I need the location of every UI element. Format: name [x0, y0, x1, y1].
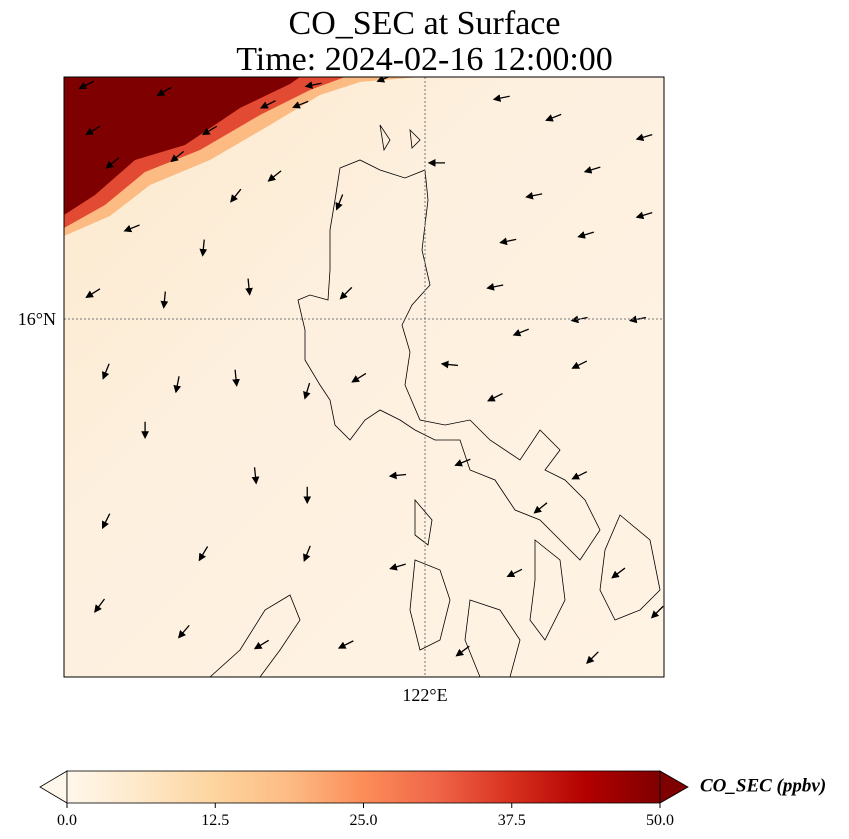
wind-arrow — [487, 393, 503, 402]
wind-arrow — [635, 133, 653, 142]
wind-arrow — [455, 645, 470, 657]
wind-arrow — [245, 278, 253, 296]
colorbar-extend-max — [659, 770, 689, 804]
chart-title-line2: Time: 2024-02-16 12:00:00 — [236, 41, 613, 78]
colorbar-ticks: 0.0 12.5 25.0 37.5 50.0 — [57, 803, 674, 829]
wind-arrow — [650, 605, 664, 619]
wind-arrow — [253, 639, 270, 650]
wind-arrow — [545, 113, 562, 122]
wind-arrow — [335, 194, 344, 211]
wind-arrow — [101, 363, 110, 380]
wind-arrow — [160, 291, 169, 309]
wind-arrow — [628, 315, 647, 324]
wind-arrow — [177, 624, 190, 639]
colorbar-tick-label: 37.5 — [498, 812, 526, 829]
map-frame — [63, 76, 665, 678]
colorbar-tick-label: 12.5 — [201, 812, 229, 829]
wind-arrow — [583, 166, 601, 174]
wind-arrow — [267, 170, 282, 182]
wind-arrow — [492, 94, 510, 102]
wind-arrow — [198, 546, 209, 562]
y-tick-label: 16°N — [18, 309, 56, 329]
high-concentration-region — [64, 77, 300, 215]
x-tick-label: 122°E — [402, 685, 447, 705]
wind-arrow — [512, 328, 529, 337]
wind-arrow — [303, 545, 311, 562]
wind-arrow — [78, 80, 95, 89]
wind-arrow — [102, 513, 111, 530]
wind-arrow — [199, 239, 208, 257]
wind-arrow — [571, 360, 588, 369]
wind-arrow — [351, 372, 367, 383]
wind-arrow — [525, 191, 543, 200]
wind-arrow — [94, 598, 105, 613]
wind-arrow — [388, 471, 407, 480]
colorbar-label: CO_SEC (ppbv) — [700, 775, 826, 796]
wind-arrow — [571, 471, 588, 480]
wind-arrow — [440, 360, 458, 369]
colorbar-tick-label: 25.0 — [350, 812, 378, 829]
wind-arrow — [611, 567, 626, 579]
wind-arrow — [292, 100, 309, 109]
coastlines — [209, 124, 661, 677]
map-area — [64, 77, 664, 677]
wind-arrow — [506, 568, 523, 578]
wind-arrow — [339, 286, 353, 300]
wind-arrow — [105, 157, 120, 169]
colorbar — [66, 770, 661, 804]
wind-arrow — [389, 563, 406, 571]
wind-arrow — [577, 231, 595, 239]
colorbar-tick-label: 50.0 — [646, 812, 674, 829]
wind-arrow — [230, 188, 242, 203]
wind-arrow — [170, 150, 185, 163]
wind-arrow — [260, 100, 276, 109]
wind-arrow — [232, 369, 240, 387]
wind-arrow — [303, 382, 311, 400]
colorbar-extend-min — [39, 770, 68, 804]
wind-arrow — [123, 224, 140, 233]
wind-arrow — [454, 458, 471, 467]
wind-arrow — [201, 125, 218, 136]
wind-arrow — [337, 640, 354, 649]
wind-arrow — [586, 651, 599, 665]
wind-arrow — [304, 81, 322, 89]
wind-arrow — [85, 125, 101, 136]
wind-arrow — [85, 288, 101, 298]
chart-title-line1: CO_SEC at Surface — [288, 5, 561, 42]
wind-arrow — [499, 237, 517, 246]
wind-arrow — [156, 86, 172, 97]
wind-arrow — [635, 211, 653, 220]
colorbar-tick-label: 0.0 — [57, 812, 77, 829]
wind-vectors — [78, 77, 664, 665]
wind-arrow — [376, 77, 391, 83]
wind-arrow — [173, 376, 182, 394]
wind-arrow — [251, 467, 260, 485]
wind-arrow — [533, 502, 548, 514]
wind-arrow — [486, 283, 504, 291]
wind-arrow — [570, 315, 588, 324]
